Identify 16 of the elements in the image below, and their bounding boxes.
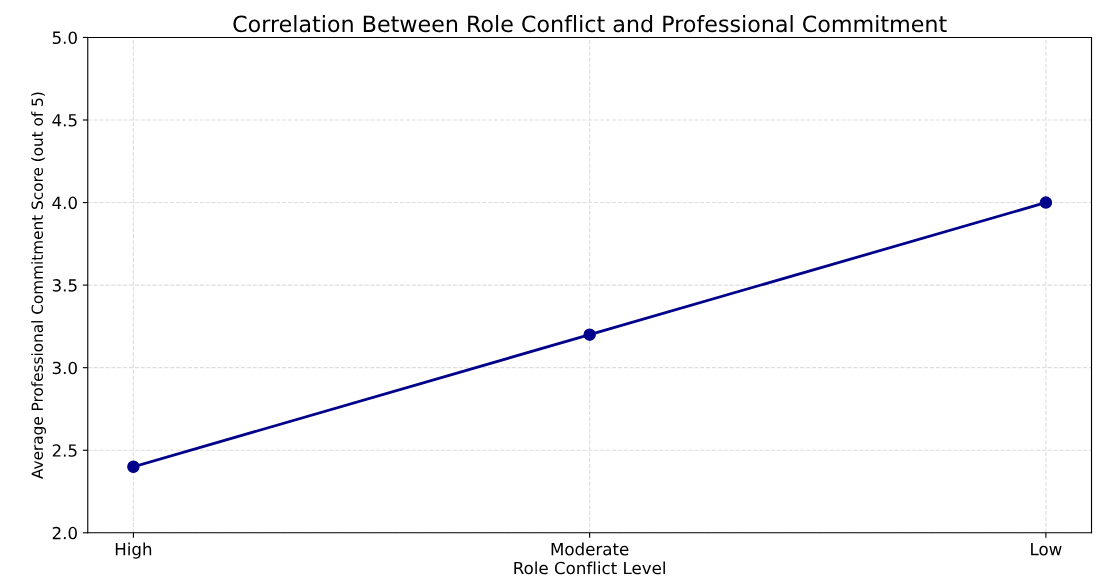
y-tick-label: 3.0: [52, 361, 77, 375]
point: [583, 328, 596, 341]
chart-title: Correlation Between Role Conflict and Professional Commitment: [233, 15, 947, 33]
x-tick-label: Low: [1031, 543, 1062, 556]
y-tick-label: 4.5: [52, 114, 77, 127]
y-tick-label: 4.0: [52, 196, 77, 210]
x-axis-title: Role Conflict Level: [514, 561, 665, 575]
y-tick-label: 3.5: [52, 279, 77, 292]
point: [1039, 196, 1053, 209]
point: [127, 460, 140, 474]
y-tick-label: 2.5: [52, 444, 77, 457]
y-tick-label: 2.0: [52, 526, 77, 540]
x-tick-label: High: [115, 542, 152, 559]
y-axis-title: Average Professional Commitment Score (out of 5): [31, 92, 46, 479]
x-tick-label: Moderate: [551, 542, 629, 556]
y-tick-label: 5.0: [52, 31, 77, 45]
